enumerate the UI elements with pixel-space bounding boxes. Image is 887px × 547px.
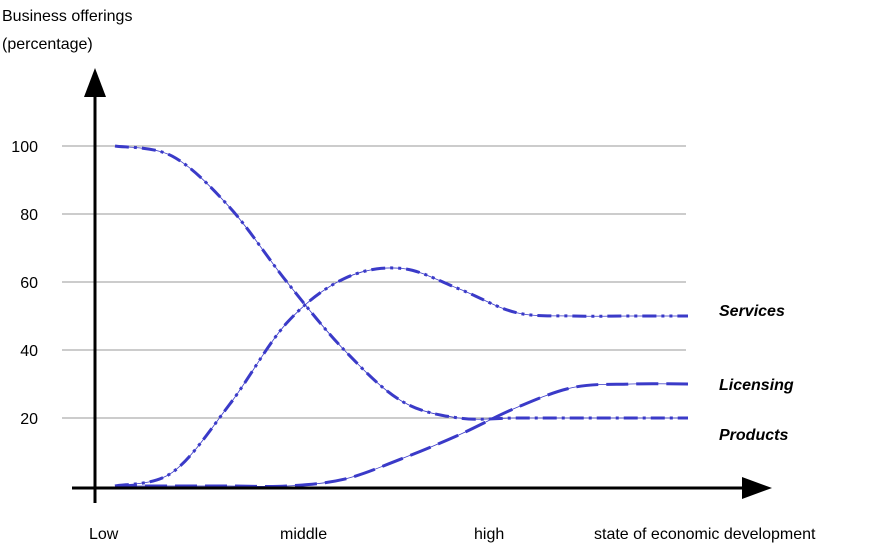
y-tick-label: 40 xyxy=(20,343,38,360)
y-tick-labels: 20 40 60 80 100 xyxy=(11,139,38,428)
x-axis-label: state of economic development xyxy=(594,526,816,543)
series-line-licensing xyxy=(115,382,689,488)
series-line-services-base xyxy=(114,267,688,487)
x-tick-label: Low xyxy=(89,526,119,543)
series-label-products: Products xyxy=(719,427,788,444)
series-lines xyxy=(114,144,689,488)
y-axis-arrow-icon xyxy=(84,68,106,97)
gridlines xyxy=(62,145,686,419)
axes xyxy=(72,68,772,503)
y-tick-label: 80 xyxy=(20,207,38,224)
series-label-licensing: Licensing xyxy=(719,377,794,394)
x-tick-label: middle xyxy=(280,526,327,543)
x-tick-labels: Low middle high xyxy=(89,526,504,543)
y-tick-label: 20 xyxy=(20,411,38,428)
series-line-products-base xyxy=(114,145,688,420)
series-line-services xyxy=(114,266,688,488)
series-label-services: Services xyxy=(719,303,785,320)
y-axis-label-line1: Business offerings xyxy=(2,8,132,25)
series-line-licensing-base xyxy=(115,383,689,487)
y-tick-label: 60 xyxy=(20,275,38,292)
x-axis-arrow-icon xyxy=(742,477,772,499)
x-tick-label: high xyxy=(474,526,504,543)
series-labels: Services Licensing Products xyxy=(719,303,794,444)
series-line-products xyxy=(114,144,688,421)
y-tick-label: 100 xyxy=(11,139,38,156)
y-axis-label-line2: (percentage) xyxy=(2,36,93,53)
